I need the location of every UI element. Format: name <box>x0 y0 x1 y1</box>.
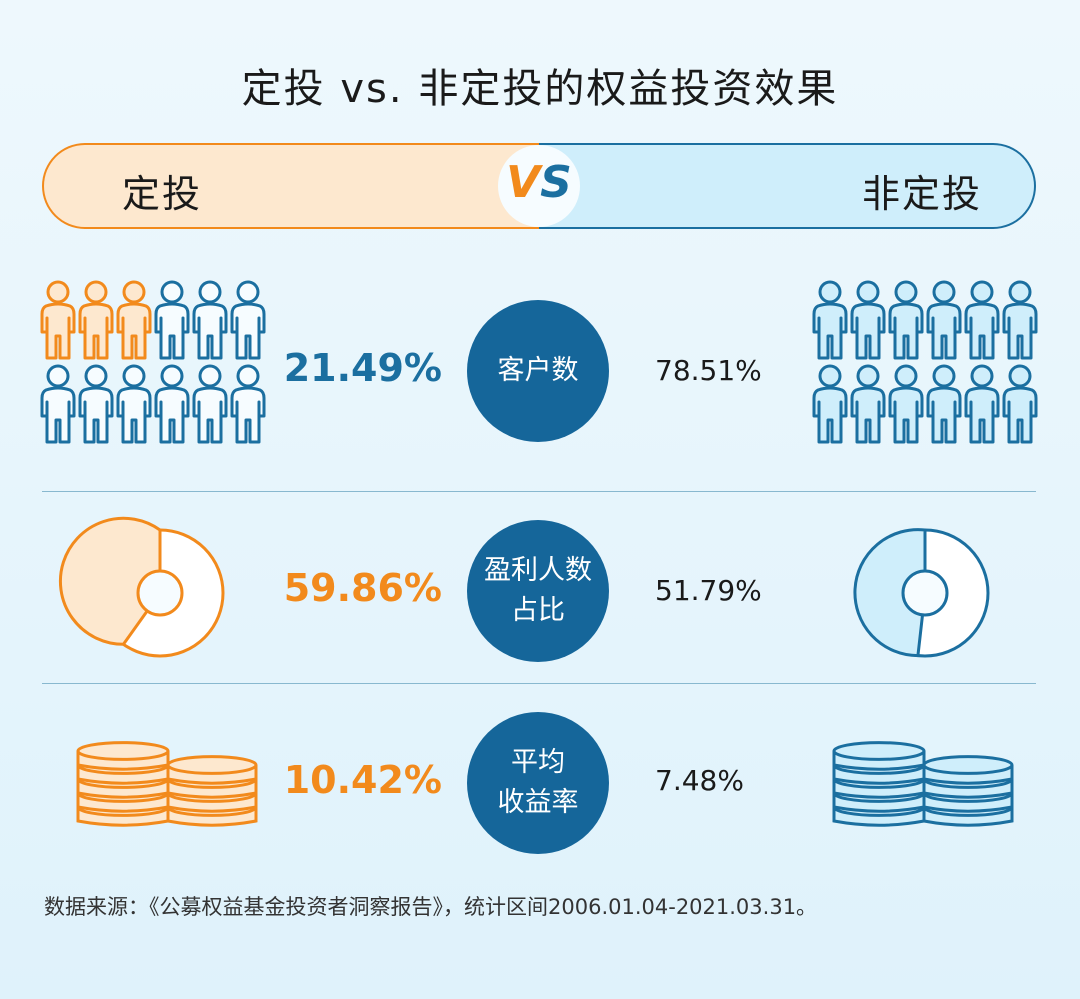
donut-left-hole <box>136 569 184 617</box>
person-icon <box>1002 364 1038 444</box>
metric-right-pct-return: 7.48% <box>655 764 744 797</box>
coins-right-stack-2 <box>922 755 1014 827</box>
person-icon <box>230 280 266 360</box>
donut-right-slice <box>853 528 927 658</box>
coins-left-stack-2 <box>166 755 258 827</box>
metric-label-profitable: 盈利人数 占比 <box>467 520 609 662</box>
metric-label-line1: 客户数 <box>497 355 579 386</box>
metric-right-pct-profitable: 51.79% <box>655 574 762 607</box>
metric-label-line2: 占比 <box>511 595 565 626</box>
donut-left-slice <box>58 516 162 646</box>
metric-left-pct-return: 10.42% <box>283 758 442 802</box>
vs-bar-right: 非定投 <box>539 143 1036 229</box>
people-left-icon-grid <box>40 280 266 444</box>
coins-right-icon <box>832 741 1014 827</box>
donut-right-hole <box>901 569 949 617</box>
metric-left-pct-customers: 21.49% <box>283 346 442 390</box>
person-icon <box>154 364 190 444</box>
people-right-icon-grid <box>812 280 1038 444</box>
person-icon <box>116 280 152 360</box>
coins-left-stack-1 <box>76 741 170 827</box>
person-icon <box>192 364 228 444</box>
person-icon <box>1002 280 1038 360</box>
person-icon <box>964 280 1000 360</box>
person-icon <box>154 280 190 360</box>
vs-badge: VS <box>498 157 580 208</box>
vs-bar-left: 定投 <box>42 143 541 229</box>
person-icon <box>964 364 1000 444</box>
donut-left-icon <box>58 516 225 658</box>
person-icon <box>926 280 962 360</box>
metric-label-line1: 平均 <box>511 747 565 778</box>
person-icon <box>116 364 152 444</box>
vs-left-label: 定投 <box>122 172 203 216</box>
person-icon <box>78 364 114 444</box>
metric-label-line2: 收益率 <box>497 787 579 818</box>
person-icon <box>40 280 76 360</box>
page-title: 定投 vs. 非定投的权益投资效果 <box>241 66 839 112</box>
metric-right-pct-customers: 78.51% <box>655 354 762 387</box>
metric-label-return: 平均 收益率 <box>467 712 609 854</box>
person-icon <box>192 280 228 360</box>
donut-right-icon <box>853 528 990 658</box>
row-divider-1 <box>42 491 1036 492</box>
person-icon <box>78 280 114 360</box>
person-icon <box>888 364 924 444</box>
vs-letter-s: S <box>540 157 572 208</box>
metric-left-pct-profitable: 59.86% <box>283 566 442 610</box>
person-icon <box>40 364 76 444</box>
vs-letter-v: V <box>506 157 541 208</box>
vs-right-label: 非定投 <box>861 172 982 216</box>
person-icon <box>926 364 962 444</box>
coins-left-icon <box>76 741 258 827</box>
person-icon <box>812 280 848 360</box>
row-divider-2 <box>42 683 1036 684</box>
metric-label-customers: 客户数 <box>467 300 609 442</box>
person-icon <box>850 280 886 360</box>
person-icon <box>888 280 924 360</box>
person-icon <box>812 364 848 444</box>
source-note: 数据来源：《公募权益基金投资者洞察报告》，统计区间2006.01.04-2021… <box>44 895 818 919</box>
metric-label-line1: 盈利人数 <box>484 555 592 586</box>
vs-circle <box>498 145 580 227</box>
coins-right-stack-1 <box>832 741 926 827</box>
person-icon <box>850 364 886 444</box>
vs-bar: 定投 非定投 VS <box>42 143 1036 229</box>
person-icon <box>230 364 266 444</box>
